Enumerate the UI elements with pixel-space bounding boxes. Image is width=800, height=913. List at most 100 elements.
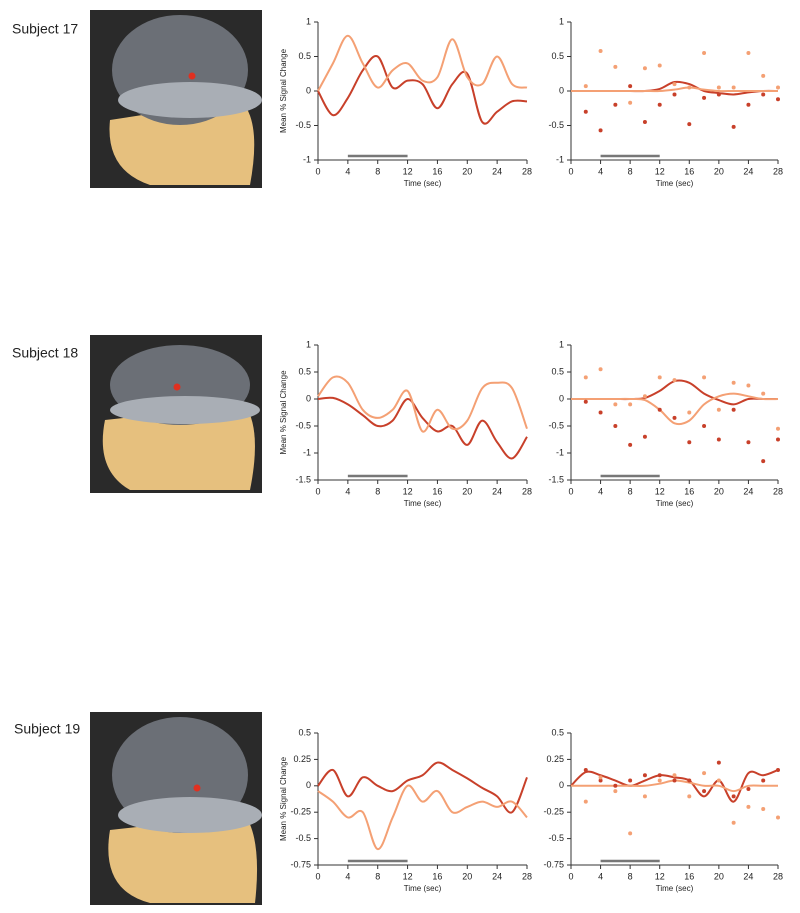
x-tick-label: 16 <box>684 486 694 496</box>
y-axis-title: Mean % Signal Change <box>279 756 288 841</box>
data-point <box>598 48 603 53</box>
x-tick-label: 8 <box>628 166 633 176</box>
y-tick-label: 0 <box>559 85 564 95</box>
x-axis-title: Time (sec) <box>404 884 442 893</box>
data-point <box>761 391 766 396</box>
data-point <box>761 807 766 812</box>
data-point <box>687 85 692 90</box>
data-point <box>613 402 618 407</box>
x-tick-label: 20 <box>714 486 724 496</box>
data-point <box>746 786 751 791</box>
brain-image <box>90 335 262 493</box>
data-point <box>657 773 662 778</box>
x-tick-label: 8 <box>628 871 633 881</box>
data-point <box>672 773 677 778</box>
y-tick-label: -1 <box>303 154 311 164</box>
data-point <box>598 367 603 372</box>
y-tick-label: -0.5 <box>295 420 311 430</box>
y-tick-label: -1.5 <box>548 474 564 484</box>
data-point <box>628 831 633 836</box>
x-tick-label: 8 <box>375 871 380 881</box>
data-point <box>598 775 603 780</box>
data-point <box>642 773 647 778</box>
data-point <box>702 95 707 100</box>
data-point <box>583 109 588 114</box>
data-point <box>731 407 736 412</box>
x-tick-label: 12 <box>403 166 413 176</box>
x-tick-label: 0 <box>315 166 320 176</box>
data-point <box>702 424 707 428</box>
data-point <box>657 778 662 783</box>
y-tick-label: -0.75 <box>543 859 564 869</box>
data-point <box>628 402 633 407</box>
series-line <box>317 375 528 433</box>
data-point <box>731 124 736 129</box>
y-tick-label: 1 <box>559 339 564 349</box>
data-point <box>776 426 780 431</box>
data-point <box>672 82 677 87</box>
data-point <box>746 383 751 388</box>
x-tick-label: 0 <box>315 486 320 496</box>
data-point <box>731 820 736 825</box>
data-point <box>716 92 721 97</box>
data-point <box>761 778 766 783</box>
subject-label: Subject 18 <box>12 345 78 361</box>
data-point <box>761 92 766 97</box>
x-axis-title: Time (sec) <box>404 179 442 188</box>
data-point <box>657 63 662 68</box>
x-axis-title: Time (sec) <box>404 499 442 508</box>
data-point <box>716 760 721 765</box>
data-point <box>583 375 588 380</box>
y-tick-label: 0 <box>559 780 564 790</box>
y-tick-label: 1 <box>306 16 311 26</box>
y-tick-label: -0.5 <box>548 420 564 430</box>
data-point <box>687 440 692 445</box>
y-tick-label: 0 <box>306 85 311 95</box>
y-tick-label: -1 <box>556 447 564 457</box>
data-point <box>642 120 647 125</box>
y-tick-label: 0.5 <box>298 366 311 376</box>
data-point <box>672 92 677 97</box>
x-tick-label: 12 <box>655 486 665 496</box>
y-tick-label: 0.25 <box>293 754 311 764</box>
data-point <box>687 794 692 799</box>
data-point <box>716 437 721 442</box>
x-tick-label: 24 <box>743 166 753 176</box>
series-line <box>317 396 528 460</box>
data-point <box>716 407 721 412</box>
y-tick-label: -0.5 <box>295 120 311 130</box>
y-tick-label: 0 <box>306 393 311 403</box>
x-tick-label: 24 <box>743 486 753 496</box>
y-tick-label: -1.5 <box>295 474 311 484</box>
y-tick-label: -1 <box>556 154 564 164</box>
data-point <box>613 64 618 69</box>
series-line <box>317 55 528 125</box>
y-tick-label: 0.5 <box>298 51 311 61</box>
y-tick-label: -0.5 <box>295 833 311 843</box>
x-tick-label: 20 <box>462 166 472 176</box>
x-tick-label: 20 <box>714 871 724 881</box>
x-tick-label: 12 <box>403 871 413 881</box>
x-tick-label: 8 <box>375 486 380 496</box>
series-line <box>571 86 779 93</box>
data-point <box>776 815 780 820</box>
series-line <box>317 34 528 92</box>
y-tick-label: 0 <box>306 780 311 790</box>
x-tick-label: 28 <box>773 871 783 881</box>
data-point <box>613 783 618 788</box>
x-tick-label: 4 <box>345 871 350 881</box>
data-point <box>642 434 647 439</box>
data-point <box>642 66 647 71</box>
data-point <box>657 102 662 107</box>
x-tick-label: 4 <box>598 486 603 496</box>
x-tick-label: 12 <box>655 166 665 176</box>
y-tick-label: -0.25 <box>543 807 564 817</box>
x-axis-title: Time (sec) <box>656 499 694 508</box>
y-tick-label: 0.5 <box>551 51 564 61</box>
data-point <box>761 73 766 78</box>
data-point <box>746 102 751 107</box>
data-point <box>776 437 780 442</box>
x-tick-label: 0 <box>568 486 573 496</box>
data-point <box>642 794 647 799</box>
x-tick-label: 0 <box>315 871 320 881</box>
